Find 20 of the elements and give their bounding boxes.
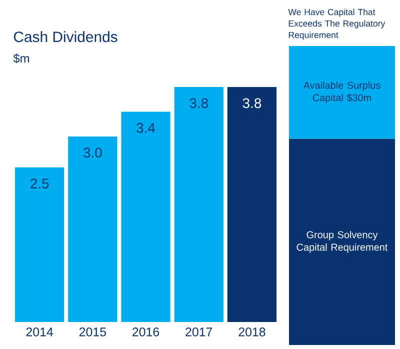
bar xyxy=(227,87,277,322)
chart-title: Cash Dividends xyxy=(14,31,118,42)
x-tick-label: 2015 xyxy=(79,328,106,336)
chart-subtitle: $m xyxy=(13,54,30,64)
x-tick-label: 2017 xyxy=(186,328,212,336)
series-label: Group Solvency Capital Requirement xyxy=(296,230,388,253)
data-label: 3.0 xyxy=(83,148,102,158)
x-tick-label: 2018 xyxy=(238,328,266,336)
bar xyxy=(68,136,118,322)
x-tick-label: 2014 xyxy=(26,328,54,336)
data-label: 2.5 xyxy=(30,178,49,188)
bar xyxy=(174,87,224,322)
data-label: 3.8 xyxy=(190,98,208,108)
bar xyxy=(14,167,64,322)
data-label: 3.4 xyxy=(136,122,156,133)
x-tick-label: 2016 xyxy=(132,328,160,336)
chart-title: We Have Capital That Exceeds The Regulatory Requirement xyxy=(288,8,386,40)
bar xyxy=(121,112,170,322)
data-label: 3.8 xyxy=(242,98,262,108)
series-label: Available Surplus Capital $30m xyxy=(303,81,380,104)
